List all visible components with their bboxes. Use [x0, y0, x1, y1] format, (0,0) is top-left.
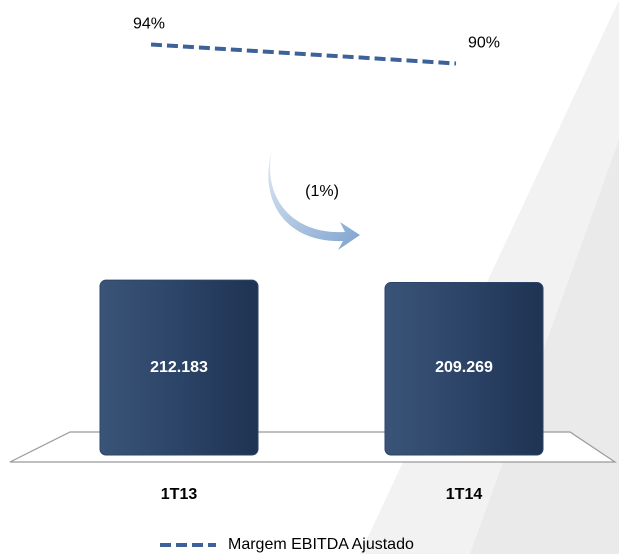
- line: [150, 42, 457, 66]
- bar: [99, 279, 259, 456]
- bar-value-label: 212.183: [150, 359, 208, 376]
- bar-value-label: 209.269: [435, 359, 493, 376]
- line-value-label: 90%: [468, 35, 500, 52]
- x-tick-label: 1T14: [446, 486, 483, 503]
- arrow: [268, 150, 360, 250]
- legend-label: Margem EBITDA Ajustado: [228, 536, 414, 553]
- annotation: (1%): [305, 183, 339, 200]
- x-tick-label: 1T13: [161, 486, 198, 503]
- line-value-label: 94%: [133, 16, 165, 33]
- bar: [384, 282, 544, 456]
